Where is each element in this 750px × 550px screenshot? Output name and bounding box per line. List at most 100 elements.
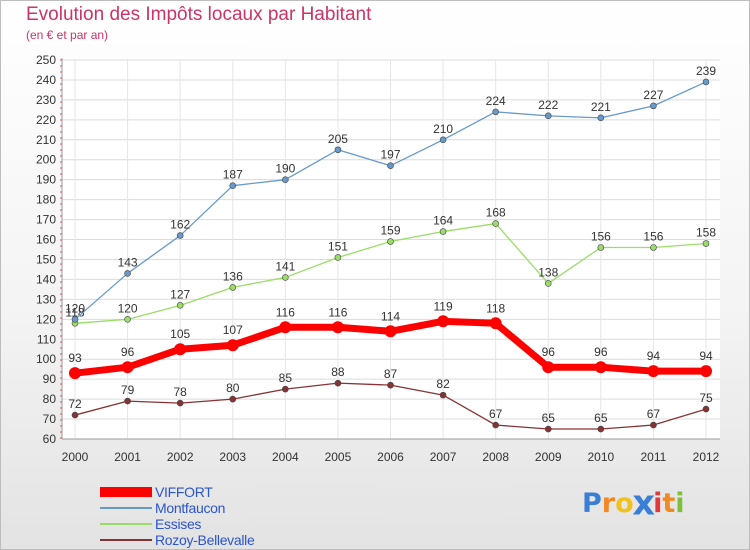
data-point: [334, 146, 342, 154]
data-label: 94: [699, 349, 713, 363]
legend-label: Essises: [155, 516, 202, 532]
data-point: [174, 343, 187, 356]
data-label: 141: [275, 259, 295, 273]
y-tick-label: 190: [36, 173, 56, 187]
data-label: 67: [489, 407, 503, 421]
x-tick-label: 2001: [114, 450, 141, 464]
legend-swatch: [100, 523, 152, 525]
data-label: 96: [121, 345, 135, 359]
data-point: [439, 391, 447, 399]
data-label: 158: [696, 226, 716, 240]
data-point: [229, 284, 237, 291]
data-label: 96: [542, 345, 556, 359]
data-label: 136: [223, 269, 243, 283]
data-point: [702, 405, 710, 413]
data-label: 162: [170, 218, 190, 232]
data-label: 116: [328, 305, 347, 319]
data-point: [384, 325, 397, 338]
data-label: 118: [65, 305, 84, 319]
x-tick-label: 2009: [535, 450, 562, 464]
x-tick-label: 2005: [325, 450, 352, 464]
data-point: [229, 182, 237, 189]
legend-label: Rozoy-Bellevalle: [155, 532, 255, 548]
logo-letter: o: [615, 488, 634, 519]
data-label: 105: [170, 327, 190, 341]
data-label: 221: [591, 100, 611, 114]
y-tick-label: 240: [36, 73, 56, 87]
x-tick-label: 2012: [693, 450, 720, 464]
y-tick-label: 150: [36, 252, 56, 266]
data-point: [279, 321, 292, 334]
data-point: [492, 108, 499, 116]
data-label: 190: [275, 162, 295, 176]
proxiti-logo: Proxiti: [582, 483, 685, 523]
data-point: [597, 244, 605, 251]
x-tick-label: 2010: [587, 450, 614, 464]
x-tick-label: 2007: [430, 450, 457, 464]
data-label: 164: [433, 214, 453, 228]
data-label: 239: [696, 64, 716, 78]
data-label: 138: [538, 265, 558, 279]
y-tick-label: 230: [36, 93, 56, 107]
y-tick-label: 90: [43, 372, 57, 386]
data-label: 72: [68, 397, 82, 411]
data-label: 227: [643, 88, 663, 102]
data-point: [489, 317, 502, 330]
data-point: [71, 411, 79, 419]
data-label: 156: [591, 230, 611, 244]
y-tick-label: 210: [36, 133, 56, 147]
y-tick-label: 130: [36, 292, 56, 306]
y-tick-label: 160: [36, 233, 56, 247]
data-label: 143: [118, 255, 138, 269]
data-label: 205: [328, 132, 348, 146]
y-tick-label: 60: [43, 432, 57, 446]
y-tick-label: 100: [36, 352, 56, 366]
x-tick-label: 2003: [219, 450, 246, 464]
y-tick-label: 80: [43, 392, 57, 406]
data-point: [597, 425, 605, 433]
logo-letter: i: [675, 488, 685, 519]
data-point: [176, 302, 184, 309]
data-point: [544, 280, 552, 287]
logo-letter: r: [601, 488, 616, 519]
data-label: 120: [65, 301, 85, 315]
data-point: [492, 220, 499, 227]
data-label: 120: [118, 301, 138, 315]
data-label: 156: [643, 230, 663, 244]
data-point: [71, 316, 79, 323]
logo-letter: i: [653, 488, 663, 519]
legend-swatch: [100, 507, 152, 509]
x-tick-label: 2008: [482, 450, 509, 464]
data-point: [176, 232, 184, 239]
data-label: 88: [331, 365, 345, 379]
data-point: [229, 395, 237, 403]
y-tick-label: 220: [36, 113, 56, 127]
logo-letter: x: [632, 483, 655, 524]
chart-title: Evolution des Impôts locaux par Habitant: [26, 4, 372, 25]
y-tick-label: 200: [36, 153, 56, 167]
data-point: [282, 176, 289, 183]
data-point: [387, 381, 394, 389]
data-point: [282, 274, 289, 281]
data-point: [544, 425, 552, 433]
data-label: 78: [173, 385, 187, 399]
data-label: 151: [328, 239, 348, 253]
data-label: 127: [170, 287, 190, 301]
logo-letter: P: [582, 488, 602, 519]
data-point: [702, 78, 710, 86]
data-point: [331, 321, 344, 334]
chart-subtitle: (en € et par an): [26, 28, 109, 42]
data-point: [387, 162, 394, 170]
data-label: 79: [121, 383, 135, 397]
data-point: [176, 399, 184, 407]
data-point: [594, 361, 607, 374]
data-label: 187: [223, 168, 243, 182]
x-tick-label: 2011: [641, 450, 667, 464]
x-tick-label: 2006: [377, 450, 404, 464]
data-label: 114: [381, 309, 400, 323]
data-point: [124, 316, 131, 323]
data-label: 75: [699, 391, 713, 405]
data-label: 67: [647, 407, 661, 421]
y-tick-label: 70: [43, 412, 57, 426]
data-label: 80: [226, 381, 240, 395]
